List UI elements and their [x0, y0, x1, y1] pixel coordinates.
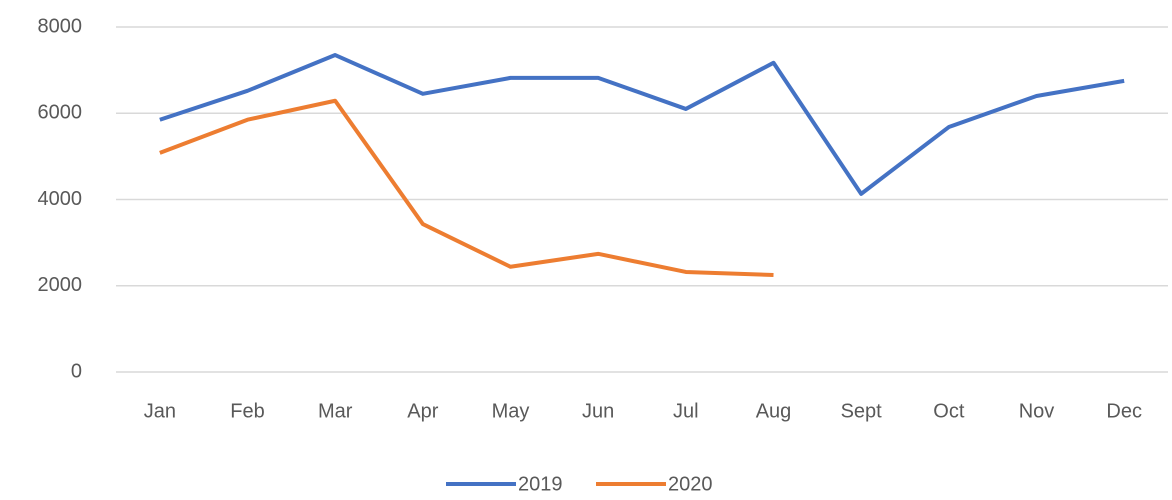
- series-line: [159, 53, 1125, 196]
- legend-label: 2020: [668, 473, 713, 495]
- x-tick-label: Mar: [318, 400, 353, 422]
- y-tick-label: 2000: [38, 274, 83, 296]
- x-tick-label: Sept: [841, 400, 883, 422]
- x-tick-label: Apr: [407, 400, 438, 422]
- x-tick-label: Feb: [230, 400, 264, 422]
- x-tick-label: Jan: [144, 400, 176, 422]
- y-tick-label: 8000: [38, 15, 83, 37]
- y-tick-label: 6000: [38, 102, 83, 124]
- x-tick-label: May: [492, 400, 530, 422]
- x-tick-label: Nov: [1019, 400, 1055, 422]
- legend-label: 2019: [518, 473, 563, 495]
- x-tick-label: Jun: [582, 400, 614, 422]
- x-tick-label: Aug: [756, 400, 792, 422]
- y-tick-label: 0: [71, 360, 82, 382]
- x-tick-label: Jul: [673, 400, 699, 422]
- x-tick-label: Dec: [1106, 400, 1142, 422]
- y-tick-label: 4000: [38, 188, 83, 210]
- series-line: [159, 98, 774, 277]
- x-tick-label: Oct: [933, 400, 965, 422]
